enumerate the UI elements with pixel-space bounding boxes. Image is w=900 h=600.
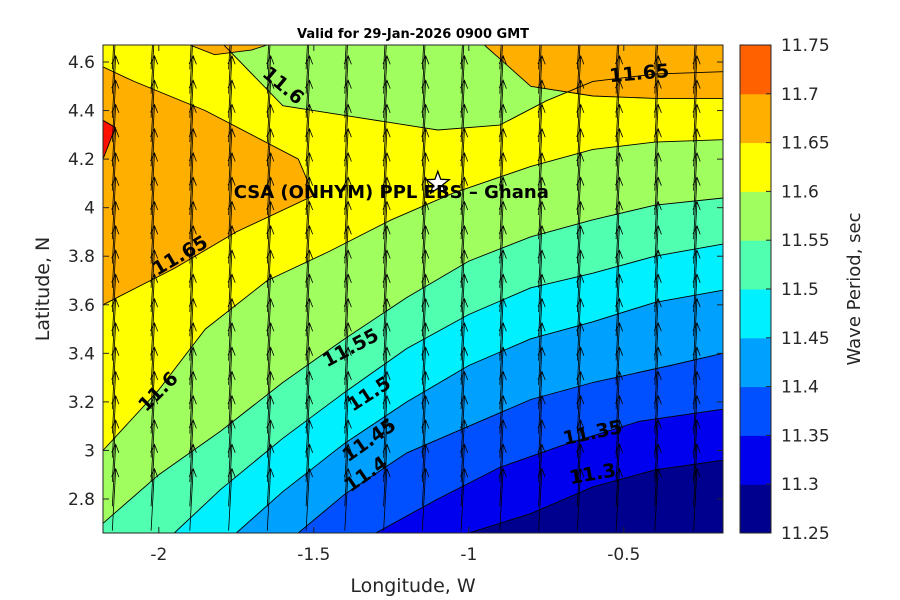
vector-arrow — [693, 45, 697, 94]
y-axis-label: Latitude, N — [32, 237, 54, 342]
colorbar-segment — [740, 435, 771, 485]
colorbar-segment — [740, 386, 771, 436]
colorbar-tick-label: 11.35 — [781, 426, 830, 446]
vector-arrow — [460, 45, 465, 94]
colorbar-tick-label: 11.7 — [781, 85, 819, 105]
vector-arrow — [499, 45, 502, 70]
vector-arrow — [538, 45, 541, 70]
colorbar-label: Wave Period, sec — [844, 212, 865, 365]
y-tick-label: 3.6 — [68, 296, 95, 316]
colorbar-tick-label: 11.65 — [781, 134, 830, 154]
colorbar-tick-label: 11.3 — [781, 475, 819, 495]
y-tick-label: 4 — [84, 199, 95, 219]
vector-arrow — [421, 45, 426, 94]
contour-line-11.6 — [223, 45, 723, 131]
wave-direction-vectors — [111, 45, 701, 531]
y-axis: 2.8 3 3.2 3.4 3.6 3.8 4 4.2 4.4 4.6 — [68, 53, 723, 510]
contour-line-11.65-topleft — [189, 45, 268, 56]
colorbar-tick-label: 11.55 — [781, 231, 830, 251]
colorbar-segment — [740, 337, 771, 388]
site-annotation: CSA (ONHYM) PPL EBS – Ghana — [234, 169, 549, 203]
contour-line-11.5 — [173, 243, 723, 533]
vector-arrow — [538, 45, 542, 94]
x-tick-label: -1.5 — [297, 545, 330, 565]
contour-line-11.6 — [103, 139, 723, 451]
colorbar-tick-label: 11.25 — [781, 524, 830, 544]
vector-arrow — [150, 45, 153, 70]
band-11.65-left — [103, 66, 314, 305]
vector-arrow — [305, 45, 310, 94]
x-tick-label: -2 — [150, 545, 167, 565]
vector-arrow — [344, 45, 348, 94]
vector-arrow — [421, 45, 425, 70]
contour-line-11.65 — [484, 45, 723, 99]
colorbar-segment — [740, 289, 771, 339]
y-tick-label: 3.8 — [68, 247, 95, 267]
vector-arrow — [266, 45, 271, 94]
site-star-marker — [424, 169, 451, 195]
vector-arrow — [383, 45, 386, 70]
contour-line-11.65 — [103, 66, 315, 306]
chart-title: Valid for 29-Jan-2026 0900 GMT — [297, 27, 529, 42]
vector-arrow — [111, 45, 116, 94]
vector-arrow — [383, 45, 387, 94]
vector-arrow — [266, 45, 270, 70]
vector-arrow — [189, 45, 192, 70]
band-11.7 — [103, 120, 116, 160]
y-tick-label: 4.6 — [68, 53, 95, 73]
contour-line-11.55 — [103, 197, 723, 524]
colorbar-tick-label: 11.45 — [781, 329, 830, 349]
contour-fills — [103, 45, 723, 533]
colorbar-segment — [740, 191, 771, 241]
y-tick-label: 3.4 — [68, 344, 95, 364]
colorbar-segment — [740, 45, 771, 95]
y-tick-label: 4.2 — [68, 150, 95, 170]
x-tick-label: -1 — [460, 545, 477, 565]
vector-arrow — [111, 45, 115, 70]
contour-line-11.7 — [103, 119, 116, 160]
y-tick-label: 4.4 — [68, 102, 95, 122]
site-label: CSA (ONHYM) PPL EBS – Ghana — [234, 182, 549, 203]
contour-line-11.3 — [468, 459, 723, 533]
vector-arrow — [693, 45, 696, 70]
x-tick-label: -0.5 — [607, 545, 640, 565]
vector-arrow — [460, 45, 463, 70]
y-tick-label: 3 — [84, 441, 95, 461]
colorbar: 11.25 11.3 11.35 11.4 11.45 11.5 11.55 11.6 11.6… — [739, 36, 830, 544]
vector-arrow — [499, 45, 503, 94]
y-tick-label: 2.8 — [68, 490, 95, 510]
colorbar-tick-label: 11.4 — [781, 378, 819, 398]
vector-arrow — [305, 45, 308, 70]
colorbar-segment — [740, 484, 771, 534]
vector-arrow — [576, 45, 580, 70]
contour-line-11.35 — [375, 408, 723, 533]
vector-arrow — [344, 45, 347, 70]
colorbar-tick-label: 11.5 — [781, 280, 819, 300]
x-axis-label: Longitude, W — [350, 575, 476, 597]
colorbar-segment — [740, 142, 771, 192]
y-tick-label: 3.2 — [68, 393, 95, 413]
vector-arrow — [576, 45, 581, 94]
vector-arrow — [615, 45, 620, 94]
vector-arrow — [228, 45, 232, 94]
vector-arrow — [228, 45, 231, 70]
colorbar-tick-label: 11.75 — [781, 36, 830, 56]
vector-arrow — [654, 45, 658, 94]
contour-line-11.45 — [236, 289, 723, 533]
vector-arrow — [150, 45, 155, 94]
vector-arrow — [615, 45, 618, 70]
colorbar-tick-label: 11.6 — [781, 182, 819, 202]
contour-label: 11.65 — [608, 60, 670, 87]
colorbar-segment — [740, 240, 771, 290]
colorbar-segment — [740, 93, 771, 144]
plot-frame — [102, 44, 724, 534]
x-axis: -2 -1.5 -1 -0.5 — [150, 45, 640, 565]
vector-arrow — [189, 45, 193, 94]
vector-arrow — [654, 45, 657, 70]
